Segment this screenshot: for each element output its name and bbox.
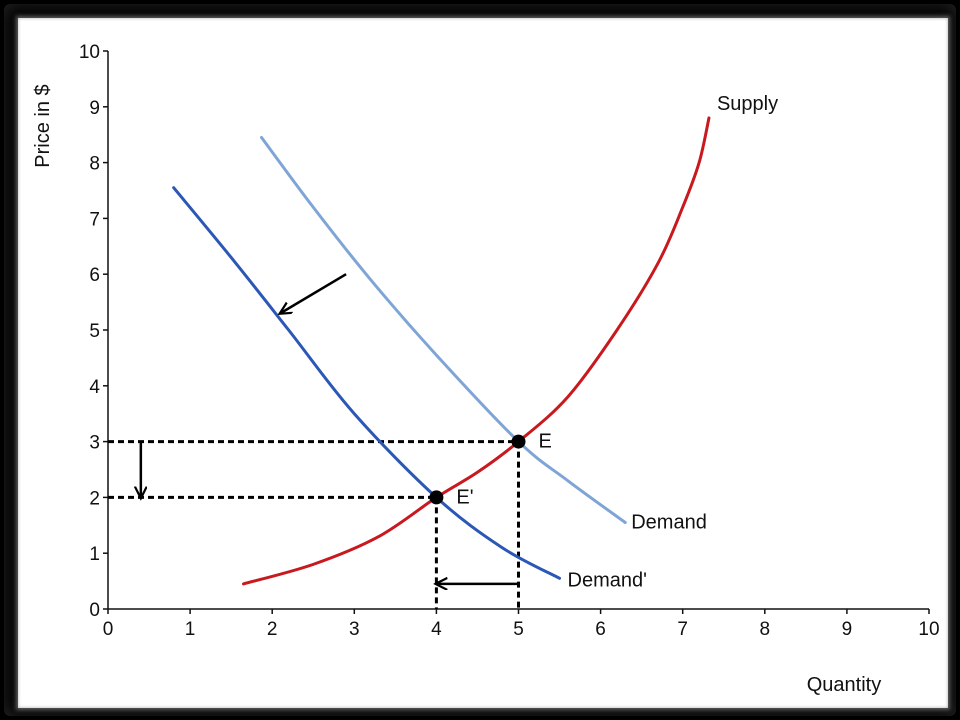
- y-tick-label: 4: [89, 377, 100, 398]
- x-tick-label: 10: [918, 619, 939, 640]
- y-tick-label: 0: [89, 600, 100, 621]
- equilibrium-label: E: [539, 431, 552, 453]
- x-tick-label: 5: [513, 619, 524, 640]
- supply-demand-chart: 0 1 2 3 4 5 6 7 8 9 10 0 1 2 3 4 5 6 7 8 9 10 Supply Demand Dem…: [32, 42, 940, 696]
- demand-prime-curve: [172, 186, 562, 580]
- y-tick-label: 6: [89, 265, 100, 286]
- y-tick-label: 2: [89, 488, 100, 509]
- demand-prime-label: Demand': [568, 569, 647, 591]
- x-tick-label: 9: [842, 619, 853, 640]
- shift-arrows: [141, 273, 519, 584]
- chart-panel: 0 1 2 3 4 5 6 7 8 9 10 0 1 2 3 4 5 6 7 8 9 10 Supply Demand Dem…: [18, 18, 948, 708]
- x-tick-label: 7: [677, 619, 688, 640]
- y-tick-label: 3: [89, 433, 100, 454]
- equilibrium-point: [511, 434, 526, 449]
- guide-lines: [108, 440, 520, 609]
- equilibrium-points: E E': [429, 431, 552, 508]
- x-tick-label: 3: [349, 619, 360, 640]
- x-tick-label: 6: [595, 619, 606, 640]
- supply-curve: [241, 116, 711, 586]
- y-tick-label: 1: [89, 544, 100, 565]
- y-tick-label: 10: [79, 42, 100, 63]
- x-axis-label: Quantity: [807, 674, 881, 696]
- supply-label: Supply: [717, 93, 778, 115]
- x-tick-label: 2: [267, 619, 278, 640]
- x-tick-label: 4: [431, 619, 442, 640]
- series-curves: Supply Demand Demand': [172, 93, 778, 591]
- shift-arrow: [280, 273, 347, 313]
- outer-frame: 0 1 2 3 4 5 6 7 8 9 10 0 1 2 3 4 5 6 7 8 9 10 Supply Demand Dem…: [4, 4, 956, 716]
- x-tick-label: 8: [760, 619, 771, 640]
- y-axis-label: Price in $: [32, 84, 54, 167]
- demand-curve: [260, 135, 627, 525]
- axes: 0 1 2 3 4 5 6 7 8 9 10 0 1 2 3 4 5 6 7 8 9 10: [79, 42, 940, 640]
- y-tick-label: 5: [89, 321, 100, 342]
- equilibrium-point: [429, 490, 444, 505]
- demand-label: Demand: [631, 512, 707, 534]
- y-tick-label: 8: [89, 154, 100, 175]
- y-tick-label: 7: [89, 209, 100, 230]
- equilibrium-label: E': [456, 486, 473, 508]
- y-tick-label: 9: [89, 98, 100, 119]
- x-tick-label: 0: [103, 619, 114, 640]
- x-tick-label: 1: [185, 619, 196, 640]
